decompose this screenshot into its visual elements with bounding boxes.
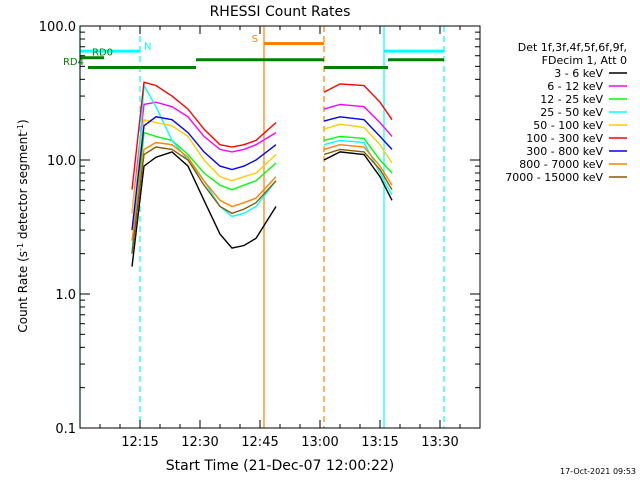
x-tick-label: 12:15 xyxy=(121,435,158,450)
series-line xyxy=(323,123,393,164)
y-axis-label-exp-1: -1 xyxy=(16,243,25,251)
x-tick-label: 13:00 xyxy=(301,435,338,450)
series-line xyxy=(131,151,277,267)
state-label-n: N xyxy=(144,41,151,52)
series-line xyxy=(131,146,277,254)
y-tick-label: 100.0 xyxy=(39,20,76,35)
legend-label: 12 - 25 keV xyxy=(540,93,603,106)
state-label-rd4: RD4 xyxy=(63,57,84,68)
y-axis-label-exp-2: -1 xyxy=(16,124,25,132)
chart-title: RHESSI Count Rates xyxy=(210,4,351,20)
series-line xyxy=(323,135,393,174)
footer-timestamp: 17-Oct-2021 09:53 xyxy=(560,467,636,476)
y-axis-label: Count Rate (s-1 detector segment-1) xyxy=(16,119,31,332)
y-tick-label: 1.0 xyxy=(55,288,76,303)
x-tick-label: 12:45 xyxy=(241,435,278,450)
series-line xyxy=(323,151,393,201)
y-axis-label-part-3: ) xyxy=(16,119,30,124)
state-label-s: S xyxy=(252,34,258,45)
series-line xyxy=(323,148,393,191)
x-axis-label: Start Time (21-Dec-07 12:00:22) xyxy=(166,458,394,474)
legend: Det 1f,3f,4f,5f,6f,9f, FDecim 1, Att 0 3… xyxy=(505,41,627,184)
legend-header-line-1: Det 1f,3f,4f,5f,6f,9f, xyxy=(518,41,627,54)
y-axis-label-part-2: detector segment xyxy=(16,132,30,243)
legend-label: 300 - 800 keV xyxy=(526,145,603,158)
x-tick-label: 12:30 xyxy=(181,435,218,450)
series-line xyxy=(323,139,393,196)
series-group xyxy=(131,81,393,267)
legend-label: 6 - 12 keV xyxy=(547,80,603,93)
legend-label: 25 - 50 keV xyxy=(540,106,603,119)
series-line xyxy=(131,116,277,231)
series-line xyxy=(323,83,393,121)
series-line xyxy=(323,143,393,186)
state-segments: N S RD0 RD4 xyxy=(63,34,444,70)
legend-label: 3 - 6 keV xyxy=(554,67,603,80)
series-line xyxy=(131,131,277,254)
series-line xyxy=(323,103,393,137)
legend-label: 100 - 300 keV xyxy=(526,132,603,145)
axes: 0.1 1.0 10.0 100.0 12:15 12:30 12:45 13:00 13:15… xyxy=(39,20,481,450)
x-tick-label: 13:15 xyxy=(361,435,398,450)
series-line xyxy=(131,118,277,214)
legend-label: 50 - 100 keV xyxy=(533,119,603,132)
series-line xyxy=(131,141,277,241)
y-tick-label: 0.1 xyxy=(55,422,76,437)
series-line xyxy=(131,81,277,190)
legend-label: 7000 - 15000 keV xyxy=(505,171,603,184)
legend-header-line-2: FDecim 1, Att 0 xyxy=(542,54,627,67)
x-tick-label: 13:30 xyxy=(421,435,458,450)
series-line xyxy=(323,116,393,150)
y-axis-label-part-1: Count Rate (s xyxy=(16,251,30,333)
legend-label: 800 - 7000 keV xyxy=(519,158,603,171)
y-tick-label: 10.0 xyxy=(47,154,76,169)
state-label-rd0: RD0 xyxy=(92,48,113,59)
series-line xyxy=(131,101,277,214)
